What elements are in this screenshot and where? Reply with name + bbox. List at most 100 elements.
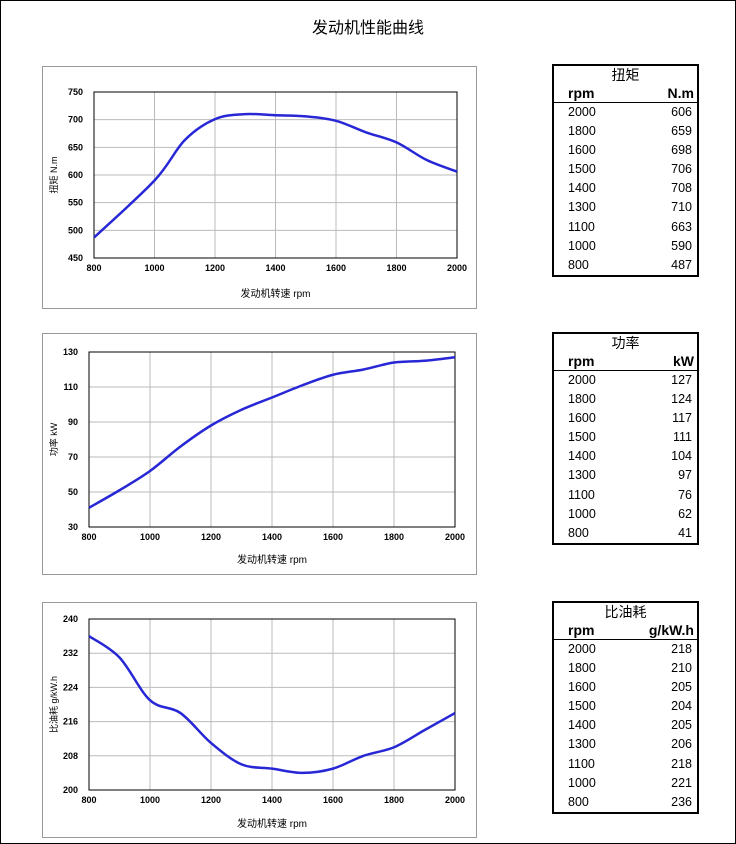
rpm-cell: 1000 [568, 775, 596, 790]
x-tick-label: 1600 [323, 795, 343, 805]
rpm-cell: 1600 [568, 411, 596, 426]
x-tick-label: 1400 [265, 263, 285, 273]
y-tick-label: 650 [68, 142, 83, 152]
y-tick-label: 232 [63, 648, 78, 658]
table-row: 1000 62 [554, 505, 697, 524]
x-tick-label: 2000 [445, 532, 465, 542]
x-tick-label: 1400 [262, 532, 282, 542]
table-row: 1600 698 [554, 141, 697, 160]
y-tick-label: 50 [68, 487, 78, 497]
x-tick-label: 800 [86, 263, 101, 273]
rpm-cell: 1000 [568, 506, 596, 521]
header-rpm: rpm [568, 85, 595, 101]
y-tick-label: 750 [68, 87, 83, 97]
fuel-consumption-chart-panel: 800 1000 1200 1400 1600 1800 2000 200 208 216 224 2… [42, 602, 477, 838]
table-row: 2000 606 [554, 103, 697, 122]
table-row: 800 236 [554, 793, 697, 812]
torque-chart-panel: 800 1000 1200 1400 1600 1800 2000 450 500 550 600 6… [42, 66, 477, 309]
table-row: 1000 221 [554, 774, 697, 793]
x-tick-label: 1600 [326, 263, 346, 273]
x-tick-label: 1800 [386, 263, 406, 273]
table-row: 1100 663 [554, 218, 697, 237]
table-row: 2000 127 [554, 371, 697, 390]
rpm-cell: 1100 [568, 487, 595, 502]
fuel-consumption-chart: 800 1000 1200 1400 1600 1800 2000 200 208 216 224 2… [48, 614, 465, 830]
table-body: 2000 218 1800 210 1600 205 1500 204 1400 205 1300 2… [554, 640, 697, 812]
value-cell: 204 [671, 699, 692, 714]
y-tick-label: 224 [63, 682, 78, 692]
table-title: 扭矩 [611, 67, 640, 83]
value-cell: 127 [671, 373, 692, 387]
y-tick-label: 240 [63, 614, 78, 624]
power-chart: 800 1000 1200 1400 1600 1800 2000 30 50 70 90 110 13… [48, 347, 465, 566]
value-cell: 41 [678, 525, 692, 540]
value-cell: 117 [672, 411, 692, 426]
table-row: 800 487 [554, 256, 697, 275]
y-tick-label: 110 [63, 382, 78, 392]
table-body: 2000 606 1800 659 1600 698 1500 706 1400 708 1300 7… [554, 103, 697, 275]
table-row: 1000 590 [554, 237, 697, 256]
value-cell: 210 [671, 661, 692, 676]
value-cell: 487 [671, 257, 692, 272]
table-row: 1400 205 [554, 716, 697, 735]
series-line [88, 356, 456, 509]
value-cell: 104 [671, 449, 692, 464]
table-row: 1300 206 [554, 735, 697, 754]
x-tick-label: 800 [81, 532, 96, 542]
value-cell: 590 [671, 238, 692, 253]
y-axis-label: 比油耗 g/kW.h [48, 676, 59, 733]
rpm-cell: 1300 [568, 737, 596, 752]
x-tick-label: 1000 [140, 532, 160, 542]
rpm-cell: 1500 [568, 430, 596, 445]
value-cell: 205 [671, 680, 692, 695]
value-cell: 706 [671, 162, 692, 177]
rpm-cell: 1500 [568, 699, 596, 714]
series-line [93, 112, 458, 239]
torque-table: 扭矩 rpm N.m 2000 606 1800 659 1600 698 1500 706 1… [552, 64, 699, 277]
y-tick-label: 208 [63, 751, 78, 761]
value-cell: 76 [678, 487, 692, 502]
table-row: 1400 708 [554, 179, 697, 198]
table-row: 1600 117 [554, 409, 697, 428]
value-cell: 698 [671, 143, 692, 158]
torque-chart: 800 1000 1200 1400 1600 1800 2000 450 500 550 600 6… [48, 87, 467, 300]
y-tick-label: 700 [68, 115, 83, 125]
x-tick-label: 1000 [144, 263, 164, 273]
value-cell: 218 [671, 642, 692, 656]
rpm-cell: 1400 [568, 449, 596, 464]
rpm-cell: 1800 [568, 392, 596, 407]
x-tick-label: 800 [81, 795, 96, 805]
table-row: 2000 218 [554, 640, 697, 659]
table-row: 1800 659 [554, 122, 697, 141]
table-title: 功率 [611, 335, 640, 351]
x-tick-label: 1200 [201, 795, 221, 805]
value-cell: 606 [671, 105, 692, 119]
rpm-cell: 1300 [568, 200, 596, 215]
y-tick-label: 30 [68, 522, 78, 532]
y-axis-label: 扭矩 N.m [48, 157, 59, 194]
value-cell: 236 [671, 794, 692, 809]
y-tick-label: 70 [68, 452, 78, 462]
x-tick-label: 2000 [445, 795, 465, 805]
x-tick-label: 1200 [205, 263, 225, 273]
value-cell: 124 [671, 392, 692, 407]
plot-area-border [88, 618, 456, 791]
header-unit: N.m [667, 85, 694, 101]
rpm-cell: 1800 [568, 661, 596, 676]
value-cell: 663 [671, 219, 692, 234]
series-line [88, 635, 456, 775]
x-tick-label: 1600 [323, 532, 343, 542]
value-cell: 111 [672, 430, 692, 445]
table-row: 1100 218 [554, 755, 697, 774]
value-cell: 710 [671, 200, 692, 215]
header-rpm: rpm [568, 622, 595, 638]
y-tick-label: 450 [68, 253, 83, 263]
rpm-cell: 1400 [568, 718, 596, 733]
rpm-cell: 2000 [568, 642, 596, 656]
power-table: 功率 rpm kW 2000 127 1800 124 1600 117 1500 111 14… [552, 332, 699, 545]
y-tick-label: 200 [63, 785, 78, 795]
x-axis-label: 发动机转速 rpm [237, 553, 307, 566]
header-unit: kW [673, 353, 694, 369]
x-tick-label: 1800 [384, 795, 404, 805]
x-tick-label: 1800 [384, 532, 404, 542]
